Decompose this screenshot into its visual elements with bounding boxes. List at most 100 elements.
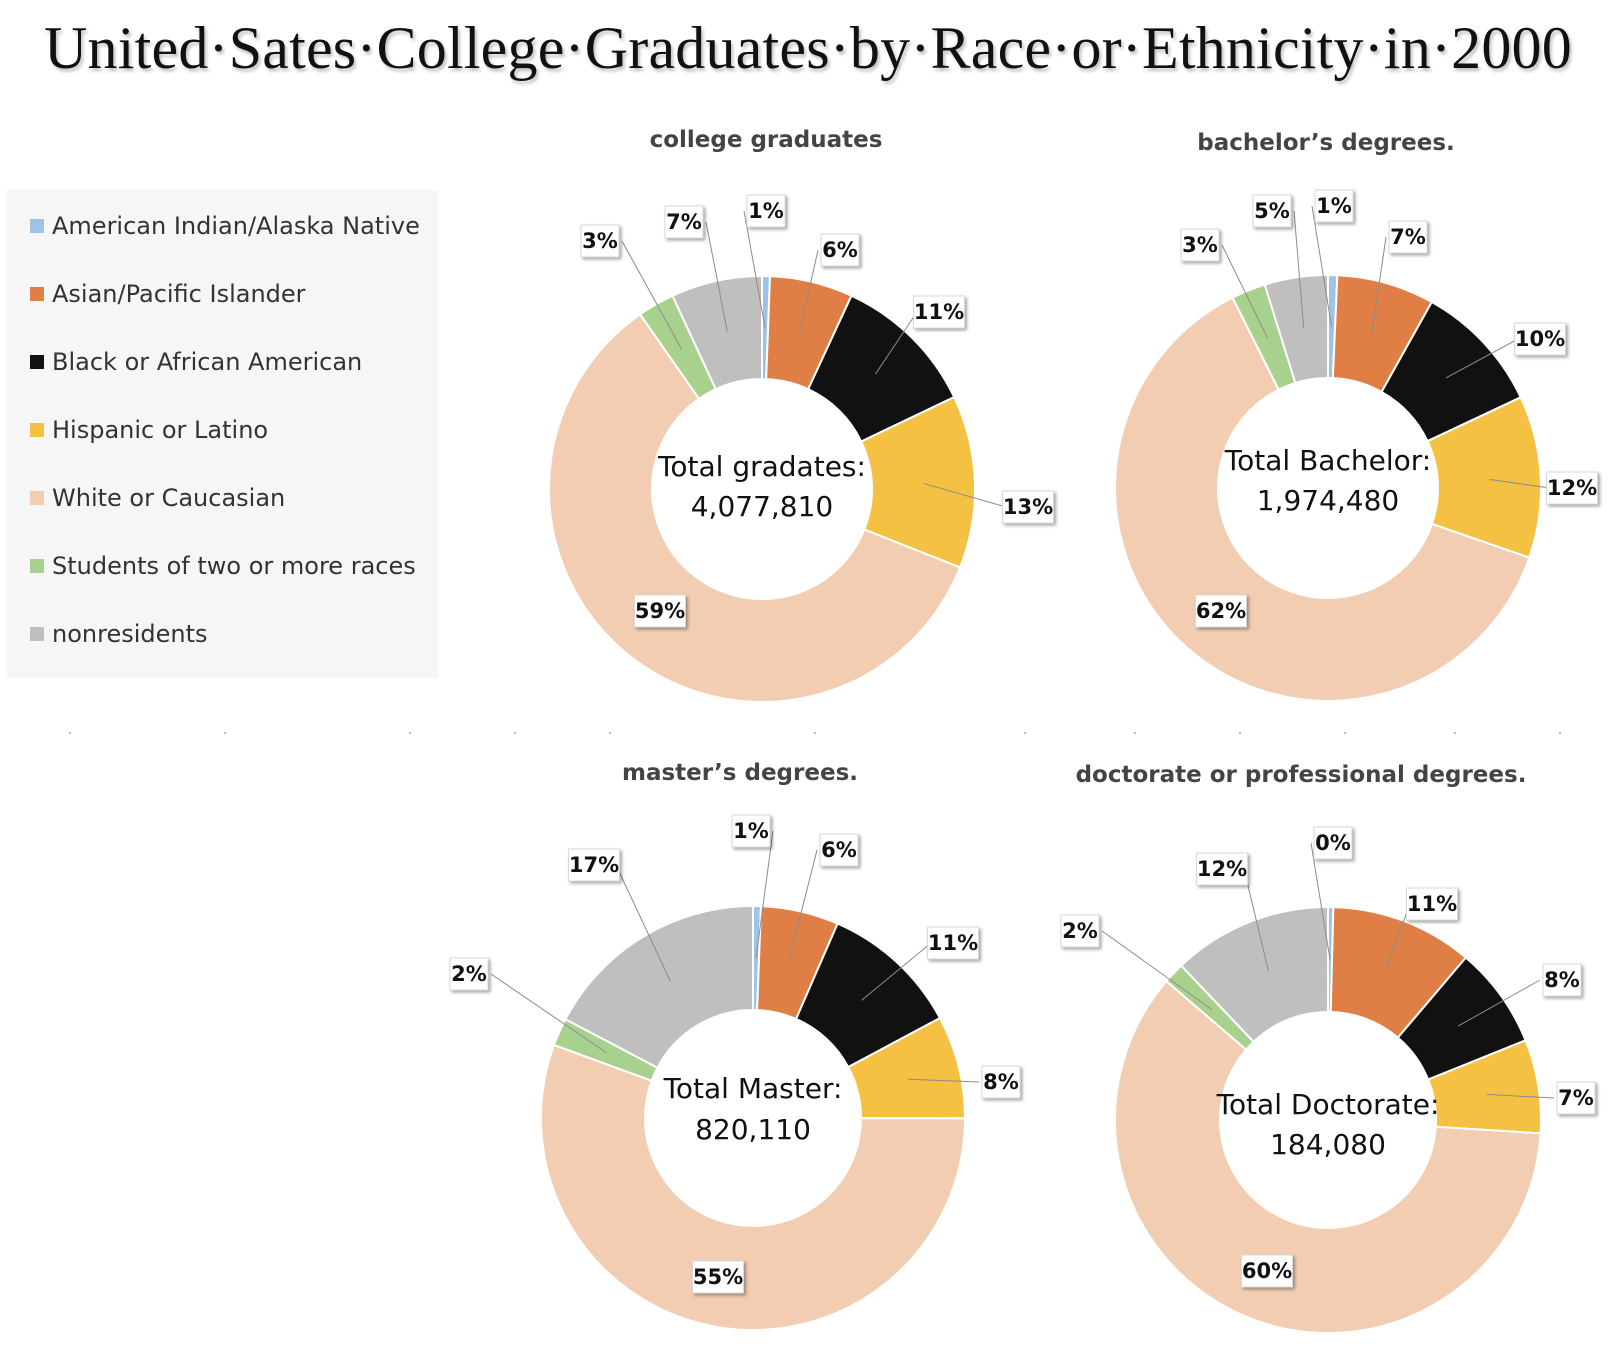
legend-item: American Indian/Alaska Native (30, 206, 420, 246)
data-label: 11% (914, 300, 964, 324)
center-label: Total Bachelor: (1224, 444, 1431, 477)
data-label-box (449, 957, 489, 991)
divider-dot (513, 731, 517, 735)
data-label-box (1542, 963, 1582, 997)
legend-item: Students of two or more races (30, 546, 416, 586)
data-label-box (913, 295, 965, 329)
data-label: 2% (1062, 919, 1098, 943)
leader-line (788, 849, 818, 963)
center-value: 184,080 (1270, 1128, 1386, 1161)
data-label-box (927, 926, 979, 960)
leader-line (1221, 244, 1269, 339)
divider-dot (408, 731, 412, 735)
donut-slice (1263, 273, 1329, 385)
leader-line (1371, 236, 1387, 333)
data-label: 3% (1182, 233, 1218, 257)
legend-label: Black or African American (52, 348, 363, 376)
data-label: 6% (822, 238, 858, 262)
data-label-box (1388, 220, 1428, 254)
donut-chart: bachelor’s degrees. 1% 7% 10% 12% 62% 3% 5% Tota… (1114, 130, 1598, 702)
divider-dot (1023, 731, 1027, 735)
data-label: 17% (569, 853, 619, 877)
data-label: 6% (821, 838, 857, 862)
data-label: 11% (1407, 892, 1457, 916)
data-label-box (1252, 194, 1292, 228)
chart-title: master’s degrees. (622, 760, 858, 786)
data-label-box (580, 224, 620, 258)
center-value: 4,077,810 (691, 490, 834, 523)
divider-dot (223, 731, 227, 735)
leader-line (799, 249, 819, 333)
legend-swatch (30, 491, 44, 505)
donut-chart: doctorate or professional degrees. 0% 11% 8… (1060, 762, 1596, 1334)
divider-dot (1558, 731, 1562, 735)
data-label-box (746, 194, 786, 228)
chart-legend: American Indian/Alaska Native Asian/Pacif… (6, 190, 438, 678)
data-label: 1% (748, 199, 784, 223)
legend-label: Asian/Pacific Islander (52, 280, 306, 308)
data-label-box (1556, 1081, 1596, 1115)
leader-line (621, 240, 682, 350)
legend-swatch (30, 423, 44, 437)
data-label-box (981, 1065, 1021, 1099)
data-label: 7% (1558, 1086, 1594, 1110)
divider-dot (813, 731, 817, 735)
center-label: Total Doctorate: (1216, 1088, 1440, 1121)
leader-line (1311, 205, 1333, 327)
divider-dot (1133, 731, 1137, 735)
data-label: 7% (666, 210, 702, 234)
page-title: United·Sates·College·Graduates·by·Race·o… (44, 15, 1572, 81)
leader-line (1384, 903, 1411, 971)
data-label-box (819, 833, 859, 867)
leader-line (1457, 979, 1541, 1027)
legend-item: nonresidents (30, 614, 208, 654)
data-label-box (1514, 322, 1566, 356)
donut-slice (540, 1043, 967, 1331)
legend-swatch (30, 219, 44, 233)
data-label: 8% (983, 1070, 1019, 1094)
data-label-box (1241, 1254, 1293, 1288)
divider-dot (68, 731, 72, 735)
leader-line (1445, 338, 1519, 379)
leader-line (1293, 210, 1305, 329)
leader-line (755, 830, 774, 959)
data-label-box (664, 205, 704, 239)
data-label: 7% (1390, 225, 1426, 249)
data-label-box (1195, 594, 1247, 628)
legend-item: Hispanic or Latino (30, 410, 268, 450)
donut-slice (1179, 905, 1329, 1044)
donut-chart: college graduates 1% 6% 11% 13% 59% 3% 7% Total … (548, 127, 1054, 703)
data-label-box (820, 233, 860, 267)
divider-dot (1453, 731, 1457, 735)
data-label: 59% (635, 599, 685, 623)
leader-line (908, 1078, 980, 1083)
legend-label: American Indian/Alaska Native (52, 212, 420, 240)
data-label-box (634, 594, 686, 628)
data-label-box (1180, 228, 1220, 262)
legend-swatch (30, 627, 44, 641)
divider-dot (1343, 731, 1347, 735)
data-label: 5% (1254, 199, 1290, 223)
center-label: Total gradates: (657, 450, 866, 483)
legend-item: White or Caucasian (30, 478, 285, 518)
legend-swatch (30, 287, 44, 301)
data-label-box (1314, 189, 1354, 223)
legend-swatch (30, 559, 44, 573)
data-label-box (1313, 826, 1353, 860)
divider-dot (1238, 731, 1242, 735)
data-label-box (1546, 471, 1598, 505)
leader-line (705, 221, 728, 332)
data-label-box (1060, 914, 1100, 948)
data-label: 3% (582, 229, 618, 253)
chart-title: college graduates (650, 127, 883, 153)
leader-line (615, 864, 671, 982)
data-label: 62% (1196, 599, 1246, 623)
legend-item: Asian/Pacific Islander (30, 274, 306, 314)
legend-label: Hispanic or Latino (52, 416, 269, 444)
center-label: Total Master: (663, 1072, 843, 1105)
data-label: 11% (928, 931, 978, 955)
data-label: 1% (1316, 194, 1352, 218)
center-value: 1,974,480 (1257, 484, 1400, 517)
center-value: 820,110 (695, 1113, 811, 1146)
